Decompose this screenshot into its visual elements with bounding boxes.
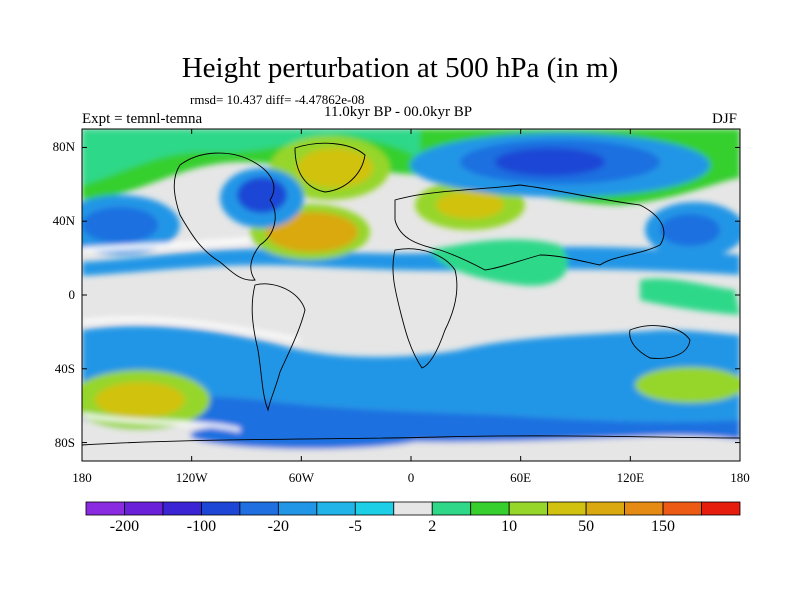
lon-label: 180 [72,470,92,485]
colorbar-swatch [701,501,741,516]
axis-ticks [81,129,741,461]
colorbar-label: 150 [651,518,676,535]
colorbar-swatch [585,501,625,516]
colorbar-swatch [162,501,202,516]
colorbar-label: -20 [267,518,289,535]
colorbar-swatch [662,501,702,516]
colorbar-label: -200 [109,518,140,535]
season-label: DJF [712,111,738,127]
colorbar-swatch [277,501,318,516]
lon-label: 120E [616,470,645,485]
colorbar-swatch [316,501,356,516]
colorbar-label: 10 [501,518,518,535]
lon-label: 60E [510,470,532,485]
lat-label: 40S [54,360,75,376]
lon-label: 180 [730,470,750,485]
lon-label: 60W [288,470,314,485]
experiment-label: Expt = temnl-temna [82,111,203,127]
coastlines [82,142,740,446]
colorbar-swatch [239,501,279,516]
colorbar-swatch [470,501,510,516]
colorbar-label: -100 [186,518,217,535]
colorbar-swatch [124,501,164,516]
colorbar-label: 2 [428,518,437,535]
colorbar-swatch [85,501,125,516]
colorbar-swatch [508,501,549,516]
colorbar-swatch [547,501,587,516]
lat-label: 80N [52,139,75,155]
colorbar-swatch [354,501,395,516]
colorbar-label: -5 [348,518,362,535]
contour-fill [82,129,740,461]
lat-label: 40N [52,213,75,229]
colorbar-swatch [393,501,433,516]
lat-label: 80S [54,434,75,450]
colorbar-label: 50 [578,518,595,535]
colorbar-swatch [624,501,664,516]
stats-text: rmsd= 10.437 diff= -4.47862e-08 [190,92,365,107]
lon-label: 120W [175,470,208,485]
colorbar-swatch [201,501,241,516]
lon-label: 0 [407,470,415,485]
figure-title: Height perturbation at 500 hPa (in m) [181,52,619,84]
lat-label: 0 [68,287,76,302]
colorbar [85,501,741,516]
colorbar-swatch [431,501,472,516]
period-label: 11.0kyr BP - 00.0kyr BP [324,104,473,120]
